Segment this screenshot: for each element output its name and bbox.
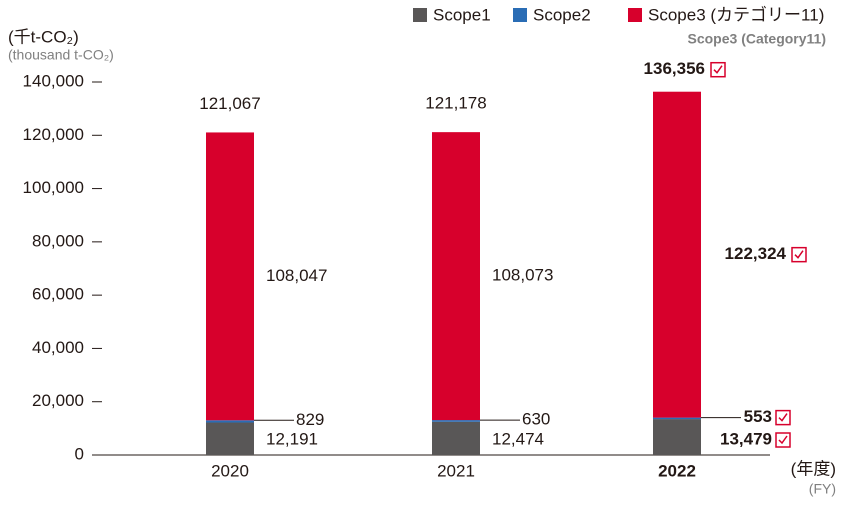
- y-tick-label: 20,000: [32, 391, 84, 410]
- legend-label: Scope2: [533, 5, 591, 24]
- check-icon: [778, 435, 788, 445]
- x-label-en: (FY): [809, 481, 836, 497]
- check-icon: [778, 413, 788, 422]
- bar-segment: [653, 419, 701, 455]
- value-label: 630: [522, 410, 550, 429]
- y-tick-label: 60,000: [32, 285, 84, 304]
- x-tick-label: 2022: [658, 461, 696, 480]
- value-label: 108,047: [266, 266, 327, 285]
- check-icon: [713, 65, 723, 74]
- legend-swatch: [513, 8, 527, 22]
- value-label: 12,191: [266, 429, 318, 448]
- bar-segment: [206, 132, 254, 421]
- value-label: 12,474: [492, 429, 544, 448]
- check-icon: [775, 409, 791, 426]
- value-label: 122,324: [725, 244, 787, 263]
- value-label: 553: [744, 407, 772, 426]
- check-icon: [791, 246, 807, 263]
- y-tick-label: 120,000: [23, 125, 84, 144]
- x-tick-label: 2021: [437, 461, 475, 480]
- check-icon: [794, 250, 804, 259]
- value-label: 13,479: [720, 429, 772, 448]
- bar-segment: [432, 132, 480, 421]
- y-tick-label: 40,000: [32, 338, 84, 357]
- y-tick-label: 80,000: [32, 231, 84, 250]
- x-tick-label: 2020: [211, 461, 249, 480]
- total-label: 121,067: [199, 94, 260, 113]
- check-icon: [710, 61, 726, 78]
- y-tick-label: 100,000: [23, 178, 84, 197]
- legend-swatch: [628, 8, 642, 22]
- bar-segment: [206, 422, 254, 455]
- total-label: 136,356: [644, 59, 705, 78]
- check-icon: [775, 432, 791, 448]
- value-label: 108,073: [492, 266, 553, 285]
- value-label: 829: [296, 410, 324, 429]
- y-tick-label: 0: [75, 444, 84, 463]
- x-label: (年度): [791, 459, 836, 478]
- legend-label: Scope1: [433, 5, 491, 24]
- legend-label: Scope3 (カテゴリー11): [648, 4, 824, 24]
- bar-segment: [653, 91, 701, 418]
- legend-swatch: [413, 8, 427, 22]
- total-label: 121,178: [425, 94, 486, 113]
- unit-label-en: (thousand t-CO₂): [8, 47, 114, 63]
- bar-segment: [432, 421, 480, 455]
- legend-note: Scope3 (Category11): [688, 31, 827, 47]
- bar-segment: [653, 417, 701, 420]
- unit-label: (千t-CO₂): [8, 27, 79, 46]
- bar-segment: [206, 420, 254, 423]
- bar-segment: [432, 420, 480, 422]
- y-tick-label: 140,000: [23, 71, 84, 90]
